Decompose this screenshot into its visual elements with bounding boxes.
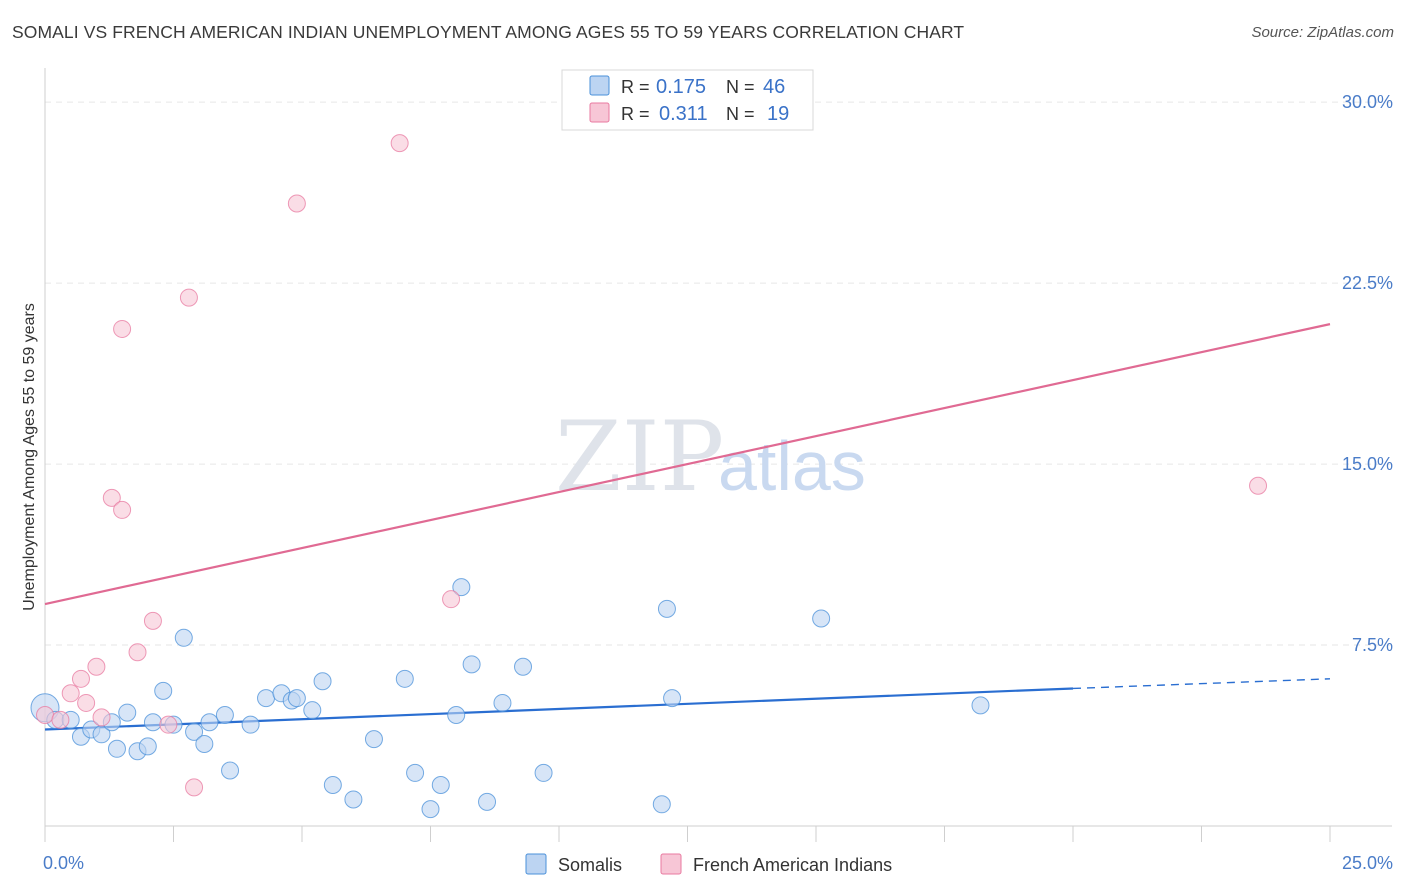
point-somalis-27 (323, 775, 342, 794)
bottom-legend-swatch-somalis (525, 853, 547, 875)
legend-swatch-french (589, 102, 610, 123)
point-french-17 (442, 590, 461, 609)
point-somalis-40 (534, 763, 553, 782)
point-french-10 (128, 643, 147, 662)
point-somalis-18 (215, 706, 234, 725)
bottom-legend-somalis: Somalis (558, 855, 622, 875)
point-somalis-36 (462, 655, 481, 674)
point-somalis-16 (195, 734, 214, 753)
point-somalis-28 (344, 790, 363, 809)
top-legend: R = 0.175 N = 46 R = 0.311 N = 19 (561, 69, 814, 131)
point-french-7 (102, 488, 121, 507)
point-somalis-10 (138, 737, 157, 756)
point-somalis-14 (174, 628, 193, 647)
point-somalis-24 (287, 689, 306, 708)
point-somalis-31 (406, 763, 425, 782)
watermark-atlas: atlas (718, 427, 866, 505)
point-somalis-34 (447, 706, 466, 725)
point-french-13 (179, 288, 198, 307)
point-somalis-25 (303, 701, 322, 720)
watermark-zip: ZIP (555, 401, 724, 513)
point-somalis-30 (395, 669, 414, 688)
y-tick-label-2: 22.5% (1342, 273, 1393, 293)
point-somalis-38 (493, 693, 512, 712)
legend-swatch-somalis (589, 75, 610, 96)
point-somalis-32 (421, 800, 440, 819)
point-somalis-39 (514, 657, 533, 676)
point-somalis-26 (313, 672, 332, 691)
point-french-2 (61, 684, 80, 703)
legend-r-value-somalis: 0.175 (656, 76, 706, 98)
bottom-legend-french: French American Indians (693, 855, 892, 875)
legend-n-value-french: 19 (767, 103, 789, 125)
point-somalis-33 (431, 775, 450, 794)
bottom-legend-swatch-french (660, 853, 682, 875)
data-points (30, 134, 1268, 819)
y-tick-label-0: 7.5% (1352, 635, 1393, 655)
y-tick-labels: 7.5% 15.0% 22.5% 30.0% (1342, 92, 1393, 655)
trend-line-french (44, 323, 1331, 606)
y-tick-label-3: 30.0% (1342, 92, 1393, 112)
legend-r-label-somalis: R = (621, 77, 650, 97)
point-french-9 (113, 319, 132, 338)
point-somalis-11 (143, 713, 162, 732)
y-axis-label: Unemployment Among Ages 55 to 59 years (21, 303, 38, 611)
point-somalis-12 (154, 681, 173, 700)
point-somalis-15 (185, 722, 204, 741)
x-tick-labels: 0.0% 25.0% (43, 853, 1393, 873)
source-label: Source: ZipAtlas.com (1251, 24, 1394, 41)
legend-n-label-french: N = (726, 104, 755, 124)
point-somalis-41 (652, 795, 671, 814)
point-somalis-8 (118, 703, 137, 722)
point-somalis-20 (241, 715, 260, 734)
point-somalis-45 (971, 696, 990, 715)
point-french-4 (77, 693, 96, 712)
point-somalis-42 (657, 599, 676, 618)
legend-n-label-somalis: N = (726, 77, 755, 97)
x-tick-label-1: 25.0% (1342, 853, 1393, 873)
legend-r-value-french: 0.311 (659, 103, 708, 125)
point-somalis-37 (478, 792, 497, 811)
point-french-14 (185, 778, 204, 797)
point-somalis-29 (364, 730, 383, 749)
x-tick-label-0: 0.0% (43, 853, 84, 873)
point-somalis-44 (812, 609, 831, 628)
point-somalis-17 (200, 713, 219, 732)
point-french-15 (287, 194, 306, 213)
bottom-legend: Somalis French American Indians (525, 853, 892, 875)
point-somalis-21 (257, 689, 276, 708)
point-french-12 (159, 715, 178, 734)
point-french-3 (71, 669, 90, 688)
point-somalis-7 (107, 739, 126, 758)
point-french-6 (92, 708, 111, 727)
point-somalis-43 (663, 689, 682, 708)
legend-r-label-french: R = (621, 104, 650, 124)
point-french-18 (1249, 476, 1268, 495)
point-french-0 (36, 706, 54, 725)
point-french-1 (51, 710, 70, 729)
point-french-16 (390, 134, 409, 153)
trend-line-somalis (44, 687, 1074, 731)
point-french-11 (143, 611, 162, 630)
legend-n-value-somalis: 46 (763, 76, 785, 98)
watermark: ZIP atlas (555, 401, 866, 513)
point-somalis-19 (221, 761, 240, 780)
trend-lines (44, 323, 1331, 731)
point-french-8 (113, 500, 132, 519)
point-french-5 (87, 657, 106, 676)
trend-line-somalis-extension (1072, 678, 1331, 690)
grid-lines (45, 101, 1392, 646)
y-tick-label-1: 15.0% (1342, 454, 1393, 474)
chart-title: SOMALI VS FRENCH AMERICAN INDIAN UNEMPLO… (12, 22, 965, 42)
point-somalis-35 (452, 578, 471, 597)
